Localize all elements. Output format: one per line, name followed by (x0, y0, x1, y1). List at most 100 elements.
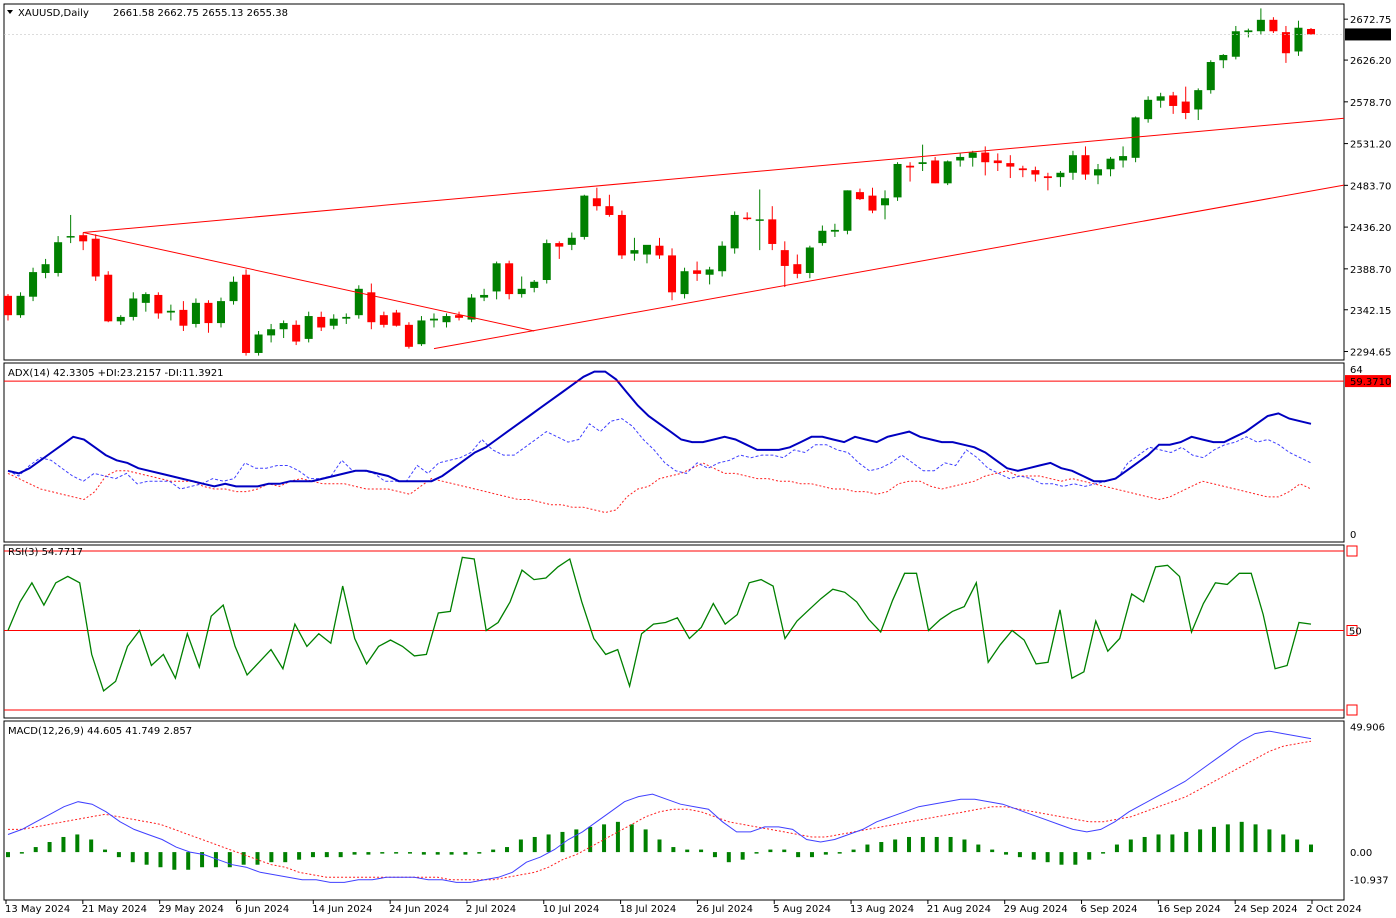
macd-histogram-bar[interactable] (213, 852, 218, 868)
candle[interactable] (79, 232, 88, 251)
macd-histogram-bar[interactable] (61, 836, 66, 853)
candle[interactable] (530, 280, 539, 293)
macd-histogram-bar[interactable] (851, 849, 856, 853)
candle[interactable] (567, 232, 576, 251)
candle[interactable] (392, 309, 401, 327)
macd-histogram-bar[interactable] (1087, 852, 1092, 860)
macd-histogram-bar[interactable] (158, 852, 163, 868)
price-panel[interactable]: 2672.75 2626.20 2578.70 2531.20 2483.70 2436.… (3, 8, 1391, 359)
macd-histogram-bar[interactable] (172, 852, 177, 870)
candle[interactable] (718, 241, 727, 277)
candle[interactable] (918, 144, 927, 172)
macd-histogram-bar[interactable] (1198, 829, 1203, 853)
macd-histogram-bar[interactable] (754, 852, 759, 854)
macd-histogram-bar[interactable] (865, 844, 870, 853)
candle[interactable] (542, 239, 551, 284)
macd-histogram-bar[interactable] (1281, 834, 1286, 853)
macd-histogram-bar[interactable] (241, 852, 246, 865)
candle[interactable] (66, 214, 75, 244)
macd-histogram-bar[interactable] (907, 836, 912, 853)
candle[interactable] (617, 210, 626, 259)
candle[interactable] (1294, 20, 1303, 56)
macd-histogram-bar[interactable] (47, 842, 52, 853)
macd-histogram-bar[interactable] (491, 849, 496, 853)
candle[interactable] (442, 313, 451, 328)
macd-histogram-bar[interactable] (518, 839, 523, 853)
candle[interactable] (429, 313, 438, 328)
macd-histogram-bar[interactable] (366, 852, 371, 855)
macd-panel[interactable]: 49.906 0.00 -10.937 (6, 722, 1389, 887)
candle[interactable] (968, 150, 977, 167)
candle[interactable] (1269, 17, 1278, 34)
adx-line[interactable] (7, 370, 1312, 488)
trendline[interactable] (433, 184, 1345, 350)
candle[interactable] (480, 288, 489, 302)
candle[interactable] (242, 269, 251, 356)
macd-histogram-bar[interactable] (532, 836, 537, 853)
macd-histogram-bar[interactable] (463, 852, 468, 855)
macd-histogram-bar[interactable] (934, 836, 939, 853)
macd-histogram-bar[interactable] (1253, 824, 1258, 853)
candle[interactable] (743, 212, 752, 221)
candle[interactable] (805, 245, 814, 279)
rsi-line[interactable] (7, 556, 1312, 692)
macd-histogram-bar[interactable] (726, 852, 731, 863)
candle[interactable] (141, 292, 150, 312)
macd-histogram-bar[interactable] (269, 852, 274, 863)
macd-histogram-bar[interactable] (685, 849, 690, 853)
macd-histogram-bar[interactable] (629, 824, 634, 853)
macd-histogram-bar[interactable] (1142, 836, 1147, 853)
candle[interactable] (943, 160, 952, 186)
candle[interactable] (1306, 27, 1316, 35)
macd-histogram-bar[interactable] (1101, 852, 1106, 854)
macd-histogram-bar[interactable] (1031, 852, 1036, 860)
candle[interactable] (855, 188, 864, 201)
candle[interactable] (116, 315, 125, 325)
candle[interactable] (1068, 150, 1077, 180)
rsi-panel[interactable]: 50 (4, 545, 1362, 716)
macd-line[interactable] (7, 730, 1312, 883)
macd-histogram-bar[interactable] (19, 852, 24, 854)
macd-histogram-bar[interactable] (1211, 826, 1216, 853)
candle[interactable] (1219, 54, 1228, 69)
candle[interactable] (830, 223, 839, 237)
macd-histogram-bar[interactable] (990, 849, 995, 853)
candle[interactable] (267, 323, 276, 343)
candle[interactable] (154, 292, 163, 319)
candle[interactable] (1256, 8, 1265, 35)
macd-histogram-bar[interactable] (1059, 852, 1064, 865)
macd-histogram-bar[interactable] (297, 852, 302, 860)
candle[interactable] (755, 189, 764, 251)
candle[interactable] (993, 153, 1002, 172)
candle[interactable] (1018, 165, 1027, 178)
macd-histogram-bar[interactable] (1295, 839, 1300, 853)
candle[interactable] (354, 285, 363, 319)
candle[interactable] (642, 244, 651, 264)
candle[interactable] (906, 162, 915, 182)
candle[interactable] (818, 225, 827, 246)
macd-histogram-bar[interactable] (144, 852, 149, 865)
candle[interactable] (1156, 92, 1165, 108)
candle[interactable] (379, 311, 388, 328)
candle[interactable] (404, 322, 413, 349)
macd-histogram-bar[interactable] (1114, 844, 1119, 853)
trendline[interactable] (83, 232, 535, 332)
macd-histogram-bar[interactable] (699, 849, 704, 853)
macd-histogram-bar[interactable] (1309, 844, 1313, 853)
candle[interactable] (254, 330, 263, 356)
macd-histogram-bar[interactable] (6, 852, 10, 858)
candle[interactable] (1231, 25, 1240, 60)
candle[interactable] (129, 292, 138, 321)
macd-histogram-bar[interactable] (962, 839, 967, 853)
macd-histogram-bar[interactable] (671, 847, 676, 853)
candle[interactable] (204, 300, 213, 333)
candle[interactable] (91, 234, 100, 281)
minus-di-line[interactable] (7, 462, 1312, 514)
candle[interactable] (580, 194, 589, 240)
macd-histogram-bar[interactable] (657, 839, 662, 853)
candle[interactable] (1119, 146, 1128, 168)
macd-histogram-bar[interactable] (546, 834, 551, 853)
macd-histogram-bar[interactable] (421, 852, 426, 855)
macd-histogram-bar[interactable] (740, 852, 745, 860)
macd-histogram-bar[interactable] (782, 849, 787, 853)
